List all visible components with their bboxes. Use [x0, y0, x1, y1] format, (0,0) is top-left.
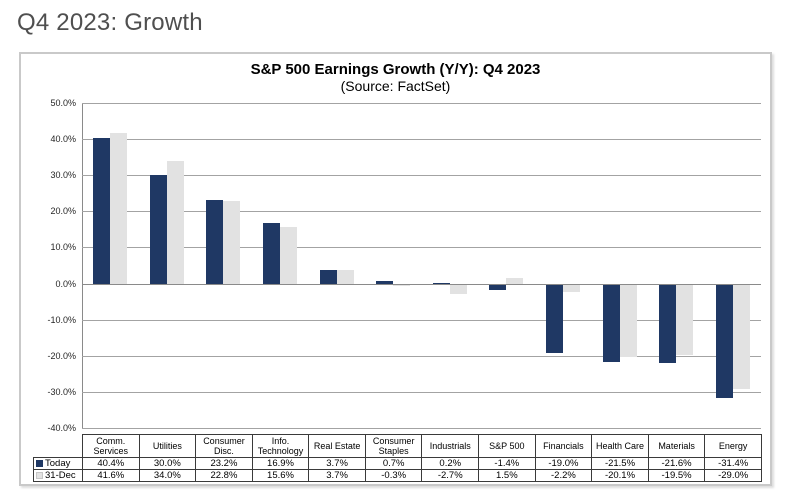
y-tick-label: 30.0%	[50, 170, 76, 181]
bar-today-health-care	[602, 284, 620, 363]
gridline	[82, 391, 761, 393]
bar-today-financials	[545, 284, 563, 354]
chart-subtitle: (Source: FactSet)	[340, 78, 451, 94]
y-tick-label: 50.0%	[50, 98, 76, 108]
value-today-utilities: 30.0%	[138, 457, 197, 470]
value-31-dec-consumer-staples: -0.3%	[364, 469, 423, 482]
chart-title: S&P 500 Earnings Growth (Y/Y): Q4 2023	[250, 61, 541, 78]
bar-today-real-estate	[319, 270, 337, 284]
y-tick-label: 10.0%	[50, 242, 76, 253]
bar-today-energy	[715, 284, 733, 398]
category-header-energy: Energy	[704, 434, 762, 458]
plot-area	[82, 103, 761, 429]
gridline	[82, 355, 761, 357]
bar-31-dec-comm-services	[110, 133, 128, 284]
value-31-dec-comm-services: 41.6%	[82, 469, 140, 482]
legend-swatch-today	[36, 460, 43, 467]
bar-today-s-p-500	[489, 284, 507, 290]
table-corner-cell	[34, 435, 83, 458]
y-tick-label: -30.0%	[47, 386, 76, 397]
table-row-31-dec: 31-Dec 41.6% 34.0% 22.8% 15.6% 3.7% -0.3% -2.7%…	[33, 469, 762, 482]
gridline	[82, 103, 761, 104]
value-today-health-care: -21.5%	[591, 457, 649, 470]
value-31-dec-utilities: 34.0%	[138, 469, 197, 482]
gridline	[82, 319, 761, 321]
gridline	[82, 175, 761, 177]
bar-today-consumer-staples	[376, 281, 394, 284]
bar-31-dec-materials	[676, 284, 694, 355]
value-today-materials: -21.6%	[647, 457, 706, 470]
page-title: Q4 2023: Growth	[17, 9, 203, 36]
category-header-utilities: Utilities	[138, 434, 197, 458]
category-header-financials: Financials	[534, 434, 593, 458]
bar-31-dec-industrials	[449, 284, 467, 295]
category-header-info-technology: Info. Technology	[251, 434, 310, 458]
bar-31-dec-energy	[732, 284, 750, 390]
category-header-consumer-disc: Consumer Disc.	[195, 434, 253, 458]
y-tick-label: -10.0%	[47, 314, 76, 325]
bar-today-consumer-disc	[206, 199, 224, 284]
gridline	[82, 247, 761, 249]
value-today-real-estate: 3.7%	[308, 457, 366, 470]
bar-31-dec-s-p-500	[506, 278, 524, 284]
value-31-dec-s-p-500: 1.5%	[478, 469, 536, 482]
value-today-industrials: 0.2%	[421, 457, 480, 470]
category-header-materials: Materials	[647, 434, 706, 458]
gridline	[82, 211, 761, 213]
value-31-dec-real-estate: 3.7%	[308, 469, 366, 482]
value-31-dec-materials: -19.5%	[647, 469, 706, 482]
value-today-info-technology: 16.9%	[251, 457, 310, 470]
table-header-row: Comm. Services Utilities Consumer Disc. Inf…	[34, 434, 762, 458]
bar-31-dec-info-technology	[280, 227, 298, 284]
table-row-today: Today 40.4% 30.0% 23.2% 16.9% 3.7% 0.7% 0.2% -1.…	[33, 457, 762, 470]
y-tick-label: 20.0%	[50, 206, 76, 217]
gridline	[82, 428, 761, 429]
value-today-comm-services: 40.4%	[82, 457, 140, 470]
value-31-dec-financials: -2.2%	[534, 469, 593, 482]
value-today-consumer-disc: 23.2%	[195, 457, 253, 470]
value-today-consumer-staples: 0.7%	[364, 457, 423, 470]
bar-31-dec-utilities	[166, 160, 184, 284]
legend-swatch-31-dec	[36, 472, 43, 479]
y-tick-label: -20.0%	[47, 350, 76, 361]
category-header-comm-services: Comm. Services	[82, 434, 140, 458]
value-31-dec-industrials: -2.7%	[421, 469, 480, 482]
value-31-dec-consumer-disc: 22.8%	[195, 469, 253, 482]
bar-31-dec-financials	[562, 284, 580, 293]
bar-today-comm-services	[93, 137, 111, 284]
legend-cell-today: Today	[33, 457, 83, 470]
chart-frame: S&P 500 Earnings Growth (Y/Y): Q4 2023 (…	[19, 52, 772, 486]
value-31-dec-health-care: -20.1%	[591, 469, 649, 482]
bar-31-dec-health-care	[619, 284, 637, 358]
value-31-dec-energy: -29.0%	[704, 469, 762, 482]
bar-today-industrials	[432, 282, 450, 284]
value-today-s-p-500: -1.4%	[478, 457, 536, 470]
zero-gridline	[82, 283, 761, 285]
legend-cell-31-dec: 31-Dec	[33, 469, 83, 482]
category-header-industrials: Industrials	[421, 434, 480, 458]
category-header-s-p-500: S&P 500	[478, 434, 536, 458]
y-tick-label: -40.0%	[47, 423, 76, 433]
y-tick-label: 40.0%	[50, 134, 76, 145]
bar-today-utilities	[149, 175, 167, 284]
bar-today-info-technology	[263, 222, 281, 284]
bar-today-materials	[659, 284, 677, 363]
category-header-consumer-staples: Consumer Staples	[364, 434, 423, 458]
gridline	[82, 139, 761, 141]
category-header-real-estate: Real Estate	[308, 434, 366, 458]
value-31-dec-info-technology: 15.6%	[251, 469, 310, 482]
bar-31-dec-consumer-staples	[393, 284, 411, 286]
y-tick-label: 0.0%	[55, 278, 76, 289]
y-axis-line	[82, 103, 83, 429]
bar-31-dec-consumer-disc	[223, 201, 241, 284]
value-today-energy: -31.4%	[704, 457, 762, 470]
bar-31-dec-real-estate	[336, 270, 354, 284]
value-today-financials: -19.0%	[534, 457, 593, 470]
category-header-health-care: Health Care	[591, 434, 649, 458]
data-table: Comm. Services Utilities Consumer Disc. Inf…	[33, 434, 762, 482]
